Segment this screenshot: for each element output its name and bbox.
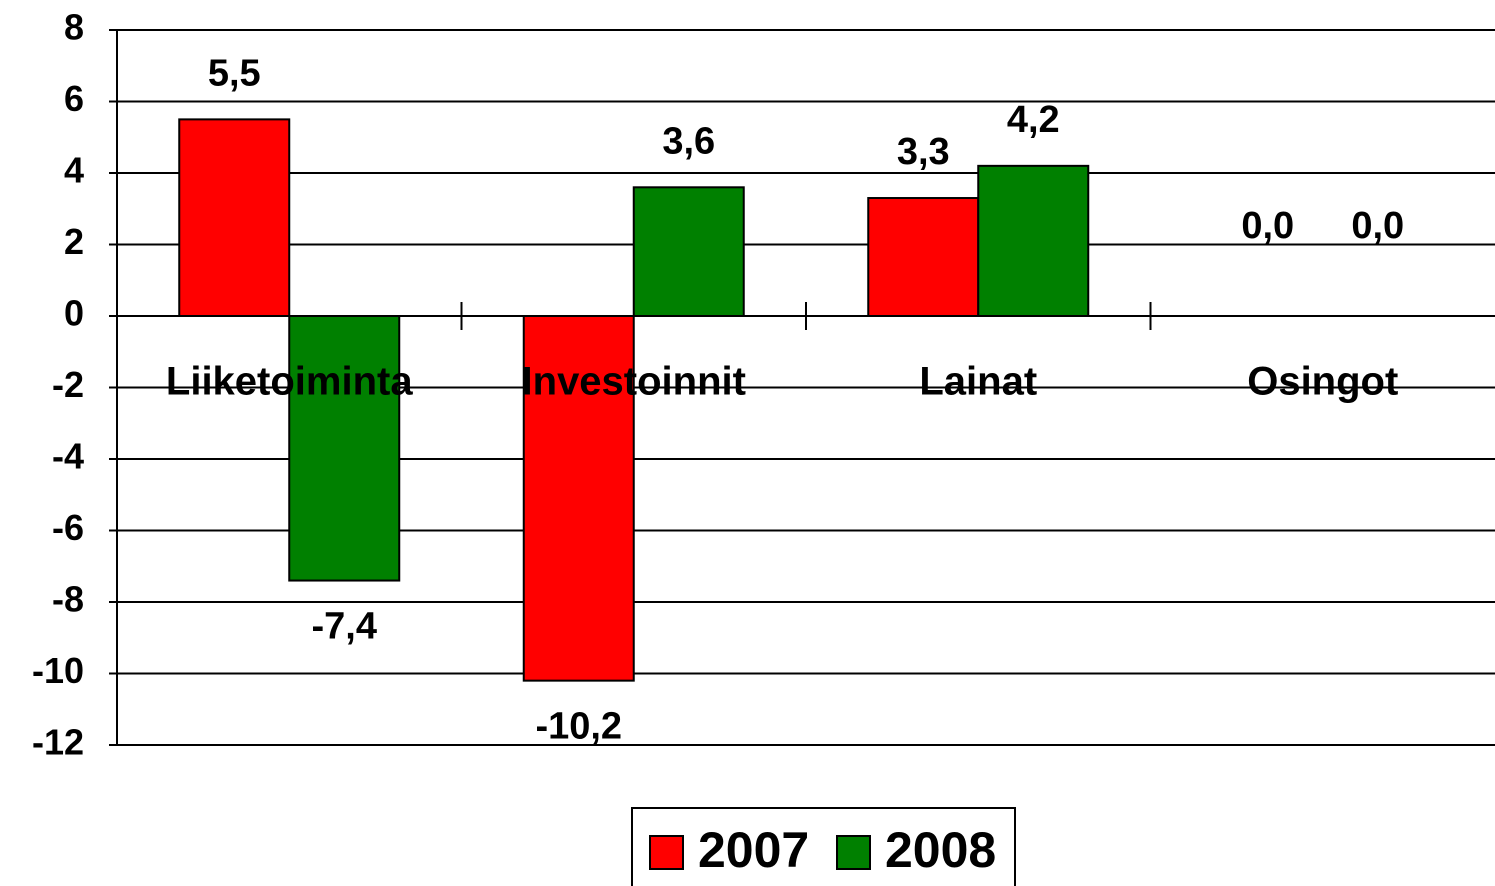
x-tick-label: Lainat bbox=[919, 360, 1037, 404]
bar bbox=[977, 164, 1090, 317]
y-tick-label: -8 bbox=[52, 579, 84, 620]
value-label: 3,6 bbox=[662, 120, 715, 162]
legend-swatch bbox=[836, 835, 871, 870]
value-label: 0,0 bbox=[1241, 205, 1294, 247]
bar bbox=[867, 197, 980, 317]
legend-box bbox=[631, 807, 1016, 886]
y-tick-label: -10 bbox=[32, 650, 84, 691]
x-tick-label: Osingot bbox=[1247, 360, 1398, 404]
y-tick-label: 8 bbox=[64, 7, 84, 48]
value-label: 4,2 bbox=[1007, 99, 1060, 141]
y-tick-label: 6 bbox=[64, 78, 84, 119]
value-label: 3,3 bbox=[897, 131, 950, 173]
bar bbox=[632, 186, 745, 317]
value-label: 0,0 bbox=[1351, 205, 1404, 247]
y-tick-label: -4 bbox=[52, 436, 84, 477]
y-tick-label: -12 bbox=[32, 722, 84, 763]
y-tick-label: -6 bbox=[52, 507, 84, 548]
bar bbox=[522, 315, 635, 682]
bar bbox=[178, 118, 291, 317]
x-tick-label: Liiketoiminta bbox=[166, 360, 413, 404]
x-tick-label: Investoinnit bbox=[522, 360, 746, 404]
value-label: -7,4 bbox=[312, 606, 377, 648]
bar bbox=[288, 315, 401, 582]
value-label: 5,5 bbox=[208, 52, 261, 94]
y-tick-label: 4 bbox=[64, 150, 84, 191]
y-tick-label: 0 bbox=[64, 293, 84, 334]
value-label: -10,2 bbox=[535, 706, 622, 748]
y-tick-label: -2 bbox=[52, 364, 84, 405]
legend-label: 2008 bbox=[885, 822, 996, 878]
y-tick-label: 2 bbox=[64, 221, 84, 262]
legend-label: 2007 bbox=[698, 822, 809, 878]
legend-swatch bbox=[649, 835, 684, 870]
